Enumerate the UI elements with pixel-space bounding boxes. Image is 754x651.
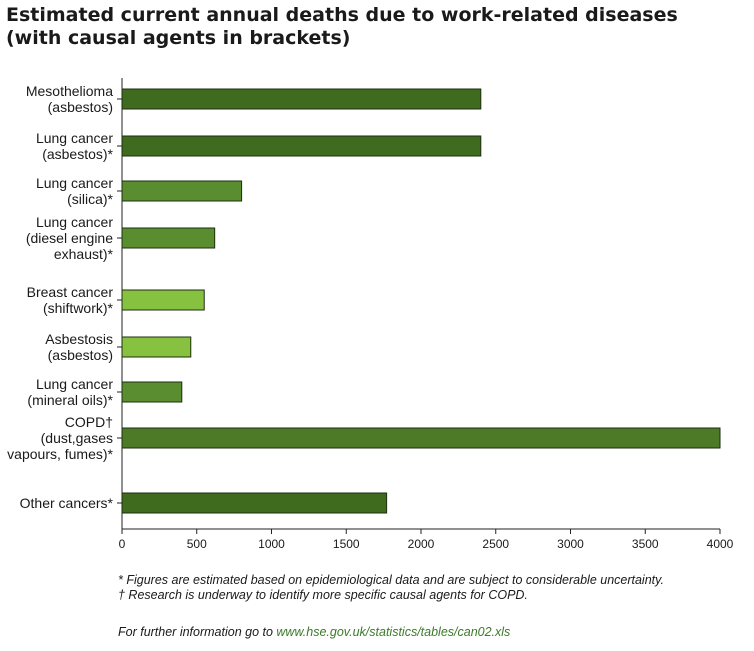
category-label: Other cancers* <box>20 495 114 511</box>
category-label: (mineral oils)* <box>27 392 113 408</box>
bar <box>121 180 243 202</box>
bar <box>121 88 482 110</box>
x-tick-label: 2000 <box>408 537 435 551</box>
x-tick-label: 2500 <box>482 537 509 551</box>
x-tick-label: 3000 <box>557 537 584 551</box>
category-label: Lung cancer <box>36 376 113 392</box>
x-tick-label: 4000 <box>707 537 734 551</box>
bar <box>121 492 388 514</box>
bar <box>121 381 183 403</box>
footnote-copd: † Research is underway to identify more … <box>118 588 528 602</box>
category-label: Breast cancer <box>27 284 114 300</box>
x-tick-label: 1000 <box>258 537 285 551</box>
category-label: Lung cancer <box>36 214 113 230</box>
category-label: Lung cancer <box>36 130 113 146</box>
bar <box>121 289 205 311</box>
more-info-prefix: For further information go to <box>118 625 277 639</box>
x-tick-label: 0 <box>119 537 126 551</box>
more-info-line: For further information go to www.hse.go… <box>118 625 510 639</box>
chart-title-block: Estimated current annual deaths due to w… <box>6 4 678 50</box>
category-label: Asbestosis <box>45 331 113 347</box>
bar <box>121 427 721 449</box>
category-label: (asbestos) <box>48 99 113 115</box>
category-label: (silica)* <box>67 191 113 207</box>
category-label: vapours, fumes)* <box>7 446 113 462</box>
chart-subtitle: (with causal agents in brackets) <box>6 27 351 49</box>
x-tick-label: 3500 <box>632 537 659 551</box>
category-label: COPD† <box>65 414 113 430</box>
x-tick-label: 1500 <box>333 537 360 551</box>
bar <box>121 135 482 157</box>
category-label: (dust,gases <box>41 430 113 446</box>
x-tick-label: 500 <box>187 537 207 551</box>
category-label: (asbestos) <box>48 347 113 363</box>
bar <box>121 227 216 249</box>
more-info-url[interactable]: www.hse.gov.uk/statistics/tables/can02.x… <box>276 625 511 639</box>
category-label: Lung cancer <box>36 175 113 191</box>
bar <box>121 336 192 358</box>
footnote-uncertainty: * Figures are estimated based on epidemi… <box>118 573 664 587</box>
category-label: exhaust)* <box>54 246 114 262</box>
bar-chart: 0 500 1000 1500 2000 2500 3000 3500 4000 Mesothel… <box>7 78 734 551</box>
category-label: (asbestos)* <box>42 146 113 162</box>
category-label: (diesel engine <box>26 230 113 246</box>
category-label: Mesothelioma <box>26 83 113 99</box>
footnotes: * Figures are estimated based on epidemi… <box>118 573 664 603</box>
chart-title: Estimated current annual deaths due to w… <box>6 4 678 26</box>
category-label: (shiftwork)* <box>43 300 114 316</box>
